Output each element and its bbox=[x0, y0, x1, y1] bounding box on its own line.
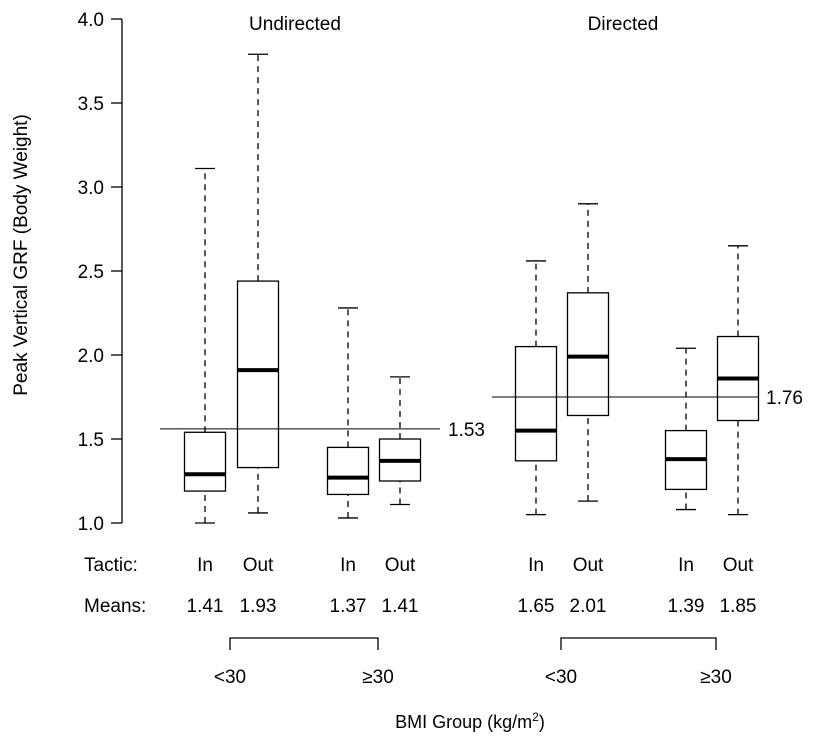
iqr-box bbox=[183, 431, 227, 492]
iqr-box bbox=[514, 345, 558, 462]
y-axis: 1.0 1.5 2.0 2.5 3.0 3.5 4.0 bbox=[78, 10, 123, 535]
box-in bbox=[514, 260, 558, 516]
x-axis-label: BMI Group (kg/m2) bbox=[395, 710, 545, 732]
iqr-box bbox=[326, 446, 370, 496]
mean-label: 1.93 bbox=[240, 596, 277, 617]
iqr-box bbox=[236, 280, 280, 469]
x-axis-label-superscript: 2 bbox=[532, 710, 539, 724]
panel-directed: Directed 1.76 bbox=[492, 14, 803, 516]
tactic-label: Out bbox=[243, 555, 274, 576]
iqr-box bbox=[566, 292, 610, 417]
y-tick-label: 3.0 bbox=[78, 178, 104, 199]
y-tick-label: 1.0 bbox=[78, 514, 104, 535]
y-tick-label: 3.5 bbox=[78, 94, 104, 115]
y-axis-label: Peak Vertical GRF (Body Weight) bbox=[11, 114, 32, 396]
mean-label: 1.41 bbox=[382, 596, 419, 617]
tactic-label: In bbox=[528, 555, 544, 576]
bmi-group-label: <30 bbox=[214, 667, 246, 688]
tactic-row-label: Tactic: bbox=[84, 555, 138, 576]
tactic-label: In bbox=[678, 555, 694, 576]
box-in bbox=[183, 167, 227, 524]
tactic-label: In bbox=[197, 555, 213, 576]
y-tick-label: 2.0 bbox=[78, 346, 104, 367]
reference-line-label: 1.53 bbox=[448, 420, 485, 441]
mean-label: 1.85 bbox=[720, 596, 757, 617]
plot-panels: Undirected 1.53 Directed 1.76 bbox=[160, 14, 803, 524]
box-in bbox=[326, 307, 370, 519]
box-out bbox=[716, 245, 760, 516]
tactic-and-means-rows: Tactic: Means: In 1.41 Out 1.93 In 1.37 Out 1.4… bbox=[84, 555, 756, 617]
x-axis-label-text: BMI Group (kg/m bbox=[395, 712, 532, 732]
tactic-label: Out bbox=[573, 555, 604, 576]
reference-line-label: 1.76 bbox=[766, 388, 803, 409]
mean-label: 1.41 bbox=[187, 596, 224, 617]
box-in bbox=[664, 347, 708, 511]
y-tick-label: 2.5 bbox=[78, 262, 104, 283]
panel-title: Directed bbox=[588, 14, 659, 35]
mean-label: 2.01 bbox=[570, 596, 607, 617]
means-row-label: Means: bbox=[84, 596, 146, 617]
bmi-brackets: <30 ≥30 <30 ≥30 bbox=[214, 637, 732, 688]
x-axis-label-close: ) bbox=[539, 712, 545, 732]
mean-label: 1.37 bbox=[330, 596, 367, 617]
mean-label: 1.65 bbox=[518, 596, 555, 617]
box-out bbox=[236, 53, 280, 514]
bmi-bracket bbox=[560, 637, 717, 650]
box-out bbox=[378, 376, 422, 506]
tactic-label: Out bbox=[723, 555, 754, 576]
bmi-group-label: ≥30 bbox=[700, 667, 732, 688]
y-tick-label: 1.5 bbox=[78, 430, 104, 451]
y-tick-label: 4.0 bbox=[78, 10, 104, 31]
box-out bbox=[566, 203, 610, 502]
panel-title: Undirected bbox=[249, 14, 341, 35]
mean-label: 1.39 bbox=[668, 596, 705, 617]
tactic-label: In bbox=[340, 555, 356, 576]
bmi-bracket bbox=[229, 637, 379, 650]
tactic-label: Out bbox=[385, 555, 416, 576]
panel-undirected: Undirected 1.53 bbox=[160, 14, 485, 524]
bmi-group-label: ≥30 bbox=[362, 667, 394, 688]
bmi-group-label: <30 bbox=[545, 667, 577, 688]
